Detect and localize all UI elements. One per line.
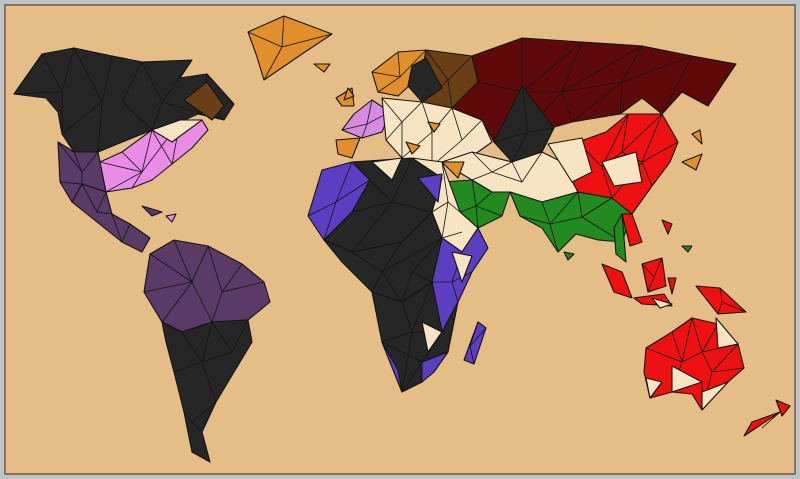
world-map-board	[4, 4, 796, 475]
region-new-zealand[interactable]	[743, 399, 791, 437]
region-north-america-north[interactable]	[13, 46, 235, 153]
world-map	[13, 15, 791, 463]
region-australia[interactable]	[643, 316, 745, 411]
region-russia[interactable]	[451, 37, 737, 143]
region-central-asia[interactable]	[493, 85, 555, 163]
region-madagascar[interactable]	[463, 321, 487, 365]
region-south-america-north[interactable]	[143, 239, 271, 333]
region-southeast-asia[interactable]	[613, 213, 673, 263]
region-china[interactable]	[547, 113, 679, 215]
region-arabia[interactable]	[441, 151, 579, 203]
region-southern-africa[interactable]	[371, 281, 459, 393]
region-north-america-east[interactable]	[81, 119, 209, 193]
region-scandinavia[interactable]	[407, 49, 479, 109]
region-greenland[interactable]	[247, 15, 333, 81]
region-western-europe[interactable]	[335, 87, 391, 159]
region-indonesia[interactable]	[601, 257, 747, 315]
region-india[interactable]	[509, 191, 693, 261]
region-south-america-south[interactable]	[161, 319, 253, 463]
region-central-america[interactable]	[71, 183, 177, 253]
region-japan[interactable]	[681, 129, 703, 171]
